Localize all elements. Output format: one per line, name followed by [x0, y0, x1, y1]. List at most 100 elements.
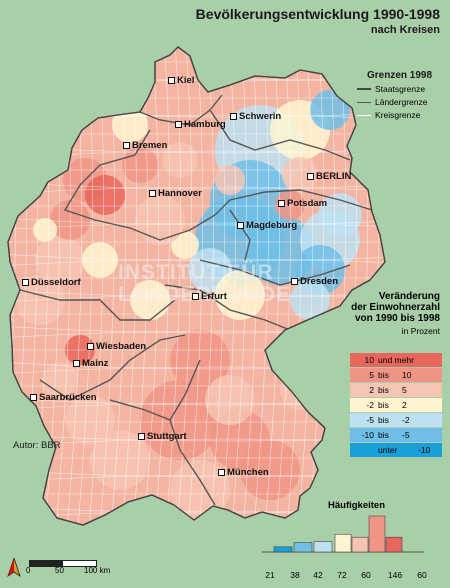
- city-label-kiel: Kiel: [168, 75, 194, 86]
- national-border: [7, 46, 386, 526]
- change-class-text: bis: [378, 385, 389, 395]
- histogram-tick-label: 21: [265, 570, 275, 580]
- kreis-border: [142, 57, 159, 525]
- change-class-row: 2 bis 5: [350, 383, 442, 397]
- author-credit: Autor: BBR: [13, 440, 61, 451]
- kreis-border: [8, 325, 385, 334]
- state-border: [63, 129, 216, 241]
- state-border: [19, 289, 176, 321]
- kreis-border: [8, 253, 385, 262]
- scale-label: 100 km: [84, 566, 111, 575]
- histogram-bar: [385, 536, 403, 553]
- kreis-border: [8, 433, 385, 442]
- city-label-muenchen: München: [218, 467, 269, 478]
- boundary-legend-state: Staatsgrenze: [357, 84, 425, 94]
- change-class-label: unter -10: [350, 445, 442, 455]
- boundary-label: Ländergrenze: [375, 97, 428, 107]
- kreis-border: [8, 181, 385, 190]
- kreis-border: [263, 48, 280, 525]
- kreis-border: [8, 330, 385, 339]
- scale-label: 50: [55, 566, 64, 575]
- city-label-mainz: Mainz: [73, 358, 108, 369]
- scale-label: 0: [26, 566, 31, 575]
- state-border: [209, 109, 351, 161]
- state-border: [169, 359, 201, 421]
- city-label-magdeburg: Magdeburg: [237, 220, 297, 231]
- district-color-zone: [130, 280, 170, 320]
- change-class-swatch: [350, 428, 442, 442]
- kreis-border: [230, 47, 247, 525]
- land-border-swatch: [357, 101, 371, 103]
- change-class-text: -2: [402, 415, 410, 425]
- change-class-text: bis: [378, 400, 389, 410]
- kreis-border: [241, 47, 258, 525]
- change-class-text: 5: [402, 385, 407, 395]
- district-color-zone: [282, 157, 318, 193]
- change-class-label: 2 bis 5: [350, 385, 442, 395]
- change-class-row: unter -10: [350, 443, 442, 457]
- histogram-bar: [293, 542, 313, 553]
- change-class-swatch: [350, 368, 442, 382]
- kreis-border: [8, 438, 385, 447]
- histogram-bar: [351, 536, 369, 553]
- change-class-text: 10: [364, 355, 374, 365]
- histogram-bar: [273, 546, 293, 553]
- district-color-zone: [310, 90, 350, 130]
- map-subtitle: nach Kreisen: [370, 24, 440, 36]
- change-class-row: -5 bis -2: [350, 413, 442, 427]
- city-label-stuttgart: Stuttgart: [138, 431, 187, 442]
- histogram-tick-label: 146: [387, 570, 403, 580]
- kreis-border: [8, 366, 385, 375]
- change-class-label: 5 bis 10: [350, 370, 442, 380]
- histogram-title: Häufigkeiten: [328, 500, 386, 511]
- change-class-text: und mehr: [378, 355, 414, 365]
- district-color-zone: [35, 235, 85, 285]
- change-legend-unit: in Prozent: [401, 326, 440, 336]
- district-color-zone: [240, 440, 300, 500]
- change-class-row: 10 und mehr: [350, 353, 442, 367]
- state-border: [164, 284, 291, 331]
- city-label-wiesbaden: Wiesbaden: [87, 341, 146, 352]
- city-label-bremen: Bremen: [123, 140, 167, 151]
- change-class-text: bis: [378, 430, 389, 440]
- change-class-text: bis: [378, 370, 389, 380]
- state-border: [214, 189, 373, 216]
- histogram-bar: [368, 515, 386, 553]
- kreis-border: [208, 54, 225, 525]
- change-class-row: 5 bis 10: [350, 368, 442, 382]
- city-label-saarbruecken: Saarbrücken: [30, 392, 97, 403]
- state-border: [199, 259, 351, 286]
- histogram-tick-label: 60: [361, 570, 371, 580]
- district-color-zone: [215, 165, 245, 195]
- change-class-text: 10: [402, 370, 412, 380]
- change-class-swatch: [350, 383, 442, 397]
- kreis-border: [175, 47, 192, 525]
- city-label-hannover: Hannover: [149, 188, 202, 199]
- city-label-erfurt: Erfurt: [192, 291, 227, 302]
- kreis-border: [8, 186, 385, 195]
- city-label-hamburg: Hamburg: [175, 119, 226, 130]
- boundary-label: Kreisgrenze: [375, 110, 421, 120]
- histogram-tick-label: 72: [337, 570, 347, 580]
- boundary-legend-kreis: Kreisgrenze: [357, 110, 420, 120]
- change-class-text: -5: [402, 430, 410, 440]
- kreis-border: [186, 48, 203, 525]
- boundary-label: Staatsgrenze: [375, 84, 426, 94]
- kreis-border: [252, 47, 269, 525]
- change-class-swatch: [350, 443, 442, 457]
- kreis-border: [8, 222, 385, 231]
- kreis-border: [131, 54, 148, 525]
- kreis-border: [8, 361, 385, 370]
- kreis-border: [8, 217, 385, 226]
- histogram-tick-label: 42: [313, 570, 323, 580]
- change-class-label: 10 und mehr: [350, 355, 442, 365]
- change-class-row: -10 bis -5: [350, 428, 442, 442]
- change-class-label: -10 bis -5: [350, 430, 442, 440]
- district-color-zone: [33, 218, 57, 242]
- city-label-potsdam: Potsdam: [278, 198, 327, 209]
- scale-bar: [29, 560, 97, 567]
- change-class-label: -2 bis 2: [350, 400, 442, 410]
- change-class-swatch: [350, 353, 442, 367]
